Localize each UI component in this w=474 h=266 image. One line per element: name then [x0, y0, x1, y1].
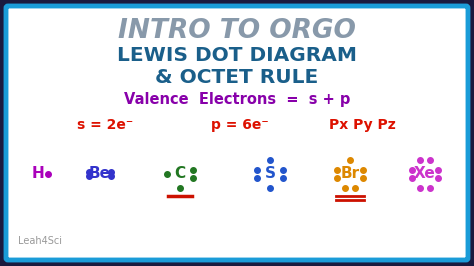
- FancyBboxPatch shape: [6, 6, 468, 260]
- Text: S: S: [264, 167, 275, 181]
- Text: Xe: Xe: [414, 167, 436, 181]
- Text: Be: Be: [89, 167, 111, 181]
- Text: p = 6e⁻: p = 6e⁻: [211, 118, 269, 132]
- Text: & OCTET RULE: & OCTET RULE: [155, 68, 319, 87]
- Text: C: C: [174, 167, 185, 181]
- Text: Leah4Sci: Leah4Sci: [18, 236, 62, 246]
- Text: INTRO TO ORGO: INTRO TO ORGO: [118, 18, 356, 44]
- Text: Br: Br: [340, 167, 360, 181]
- Text: H: H: [32, 167, 45, 181]
- Text: s = 2e⁻: s = 2e⁻: [77, 118, 133, 132]
- Text: Px Py Pz: Px Py Pz: [328, 118, 395, 132]
- Text: Valence  Electrons  =  s + p: Valence Electrons = s + p: [124, 92, 350, 107]
- Text: LEWIS DOT DIAGRAM: LEWIS DOT DIAGRAM: [117, 46, 357, 65]
